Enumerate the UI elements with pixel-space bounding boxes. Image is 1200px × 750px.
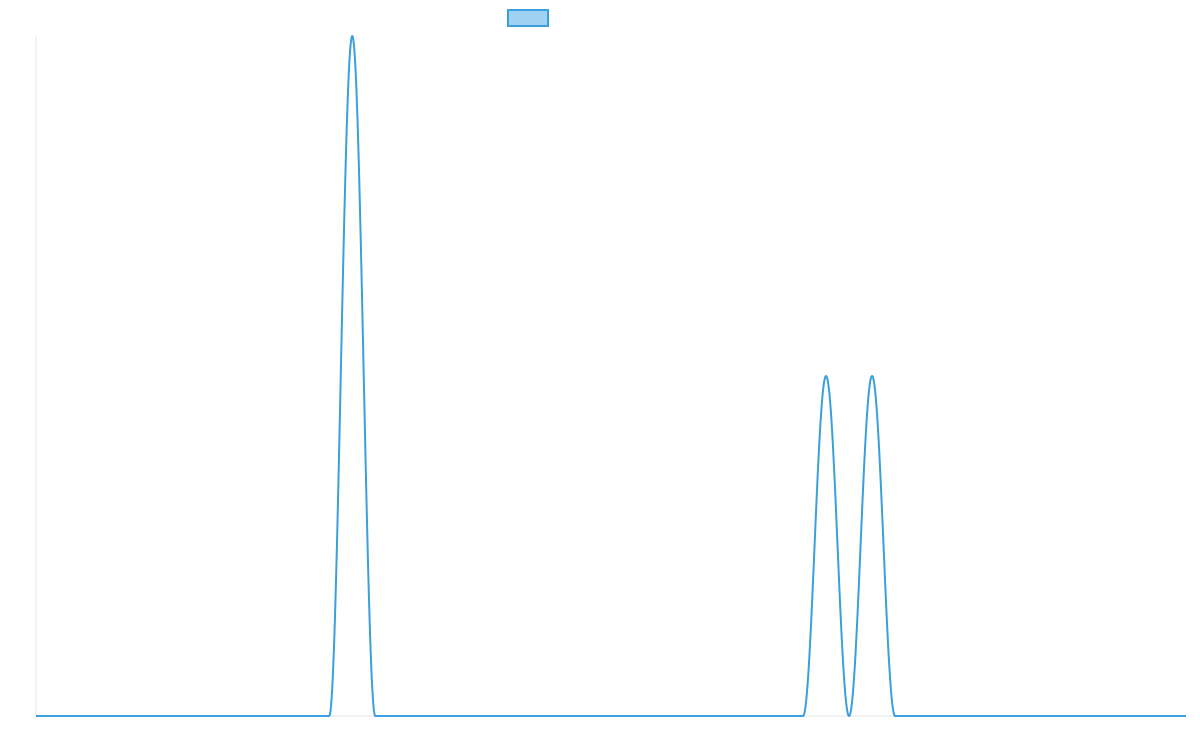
series-line xyxy=(35,35,1187,717)
legend[interactable] xyxy=(507,9,549,27)
axes xyxy=(35,36,1186,717)
legend-swatch[interactable] xyxy=(507,9,549,27)
plot-area xyxy=(35,35,1187,717)
